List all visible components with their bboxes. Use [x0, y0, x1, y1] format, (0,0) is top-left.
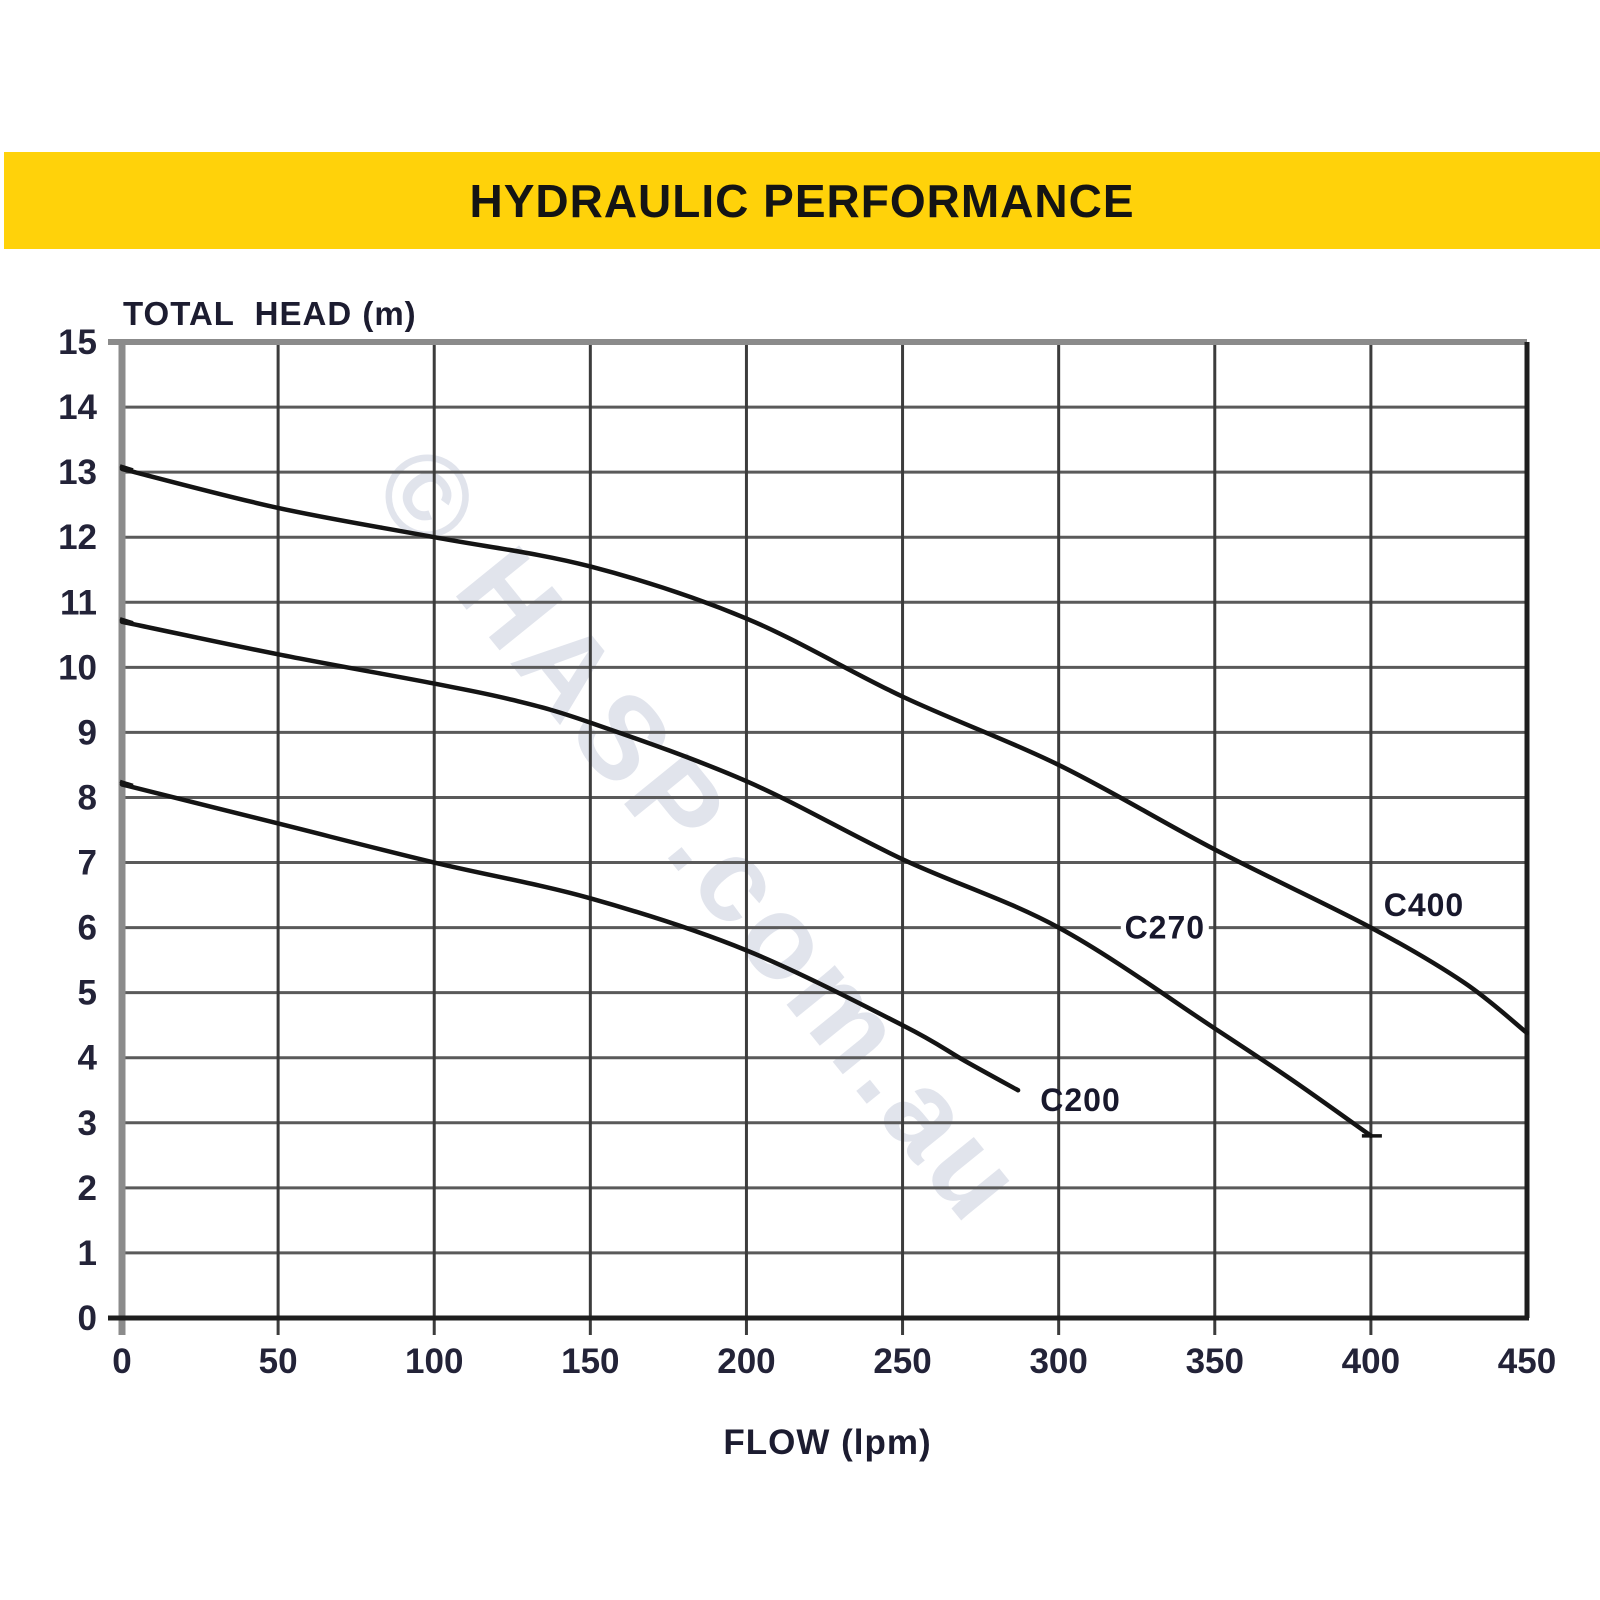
- x-tick-label-0: 0: [112, 1342, 131, 1381]
- curve-C270: [119, 619, 1374, 1139]
- y-tick-label-13: 13: [58, 453, 97, 492]
- y-tick-label-1: 1: [78, 1234, 97, 1273]
- y-tick-label-5: 5: [78, 974, 97, 1013]
- curve-C270-start-tick: [119, 617, 134, 625]
- curve-C400-start-tick: [119, 464, 134, 472]
- y-tick-label-10: 10: [58, 648, 97, 687]
- curve-label-C400: C400: [1384, 887, 1465, 923]
- x-tick-label-100: 100: [405, 1342, 463, 1381]
- y-axis-title: TOTAL HEAD (m): [123, 295, 417, 332]
- title-banner: HYDRAULIC PERFORMANCE: [4, 152, 1600, 249]
- x-tick-label-400: 400: [1342, 1342, 1400, 1381]
- x-tick-label-150: 150: [561, 1342, 619, 1381]
- y-tick-label-9: 9: [78, 713, 97, 752]
- y-tick-label-14: 14: [58, 388, 97, 427]
- y-tick-label-11: 11: [60, 583, 97, 622]
- curve-label-C270: C270: [1125, 910, 1206, 946]
- x-tick-label-300: 300: [1029, 1342, 1087, 1381]
- y-tick-label-6: 6: [78, 909, 97, 948]
- x-tick-label-200: 200: [717, 1342, 775, 1381]
- y-tick-label-4: 4: [78, 1039, 98, 1078]
- curve-C400: [119, 466, 1530, 1036]
- y-tick-label-0: 0: [78, 1299, 97, 1338]
- y-tick-label-8: 8: [78, 778, 97, 817]
- page-title: HYDRAULIC PERFORMANCE: [469, 174, 1135, 227]
- curve-C200-start-tick: [119, 779, 134, 788]
- y-tick-label-2: 2: [78, 1169, 97, 1208]
- x-axis-title: FLOW (lpm): [723, 1423, 931, 1462]
- curve-label-C200: C200: [1040, 1082, 1121, 1118]
- curve-label-bg-C270: [1120, 910, 1209, 945]
- x-tick-label-250: 250: [873, 1342, 931, 1381]
- x-tick-label-50: 50: [259, 1342, 298, 1381]
- y-tick-label-12: 12: [58, 518, 97, 557]
- y-tick-label-3: 3: [78, 1104, 97, 1143]
- curve-C200: [119, 782, 1021, 1093]
- x-tick-label-350: 350: [1186, 1342, 1244, 1381]
- x-tick-label-450: 450: [1498, 1342, 1556, 1381]
- y-tick-label-7: 7: [78, 844, 97, 883]
- y-tick-label-15: 15: [58, 323, 97, 362]
